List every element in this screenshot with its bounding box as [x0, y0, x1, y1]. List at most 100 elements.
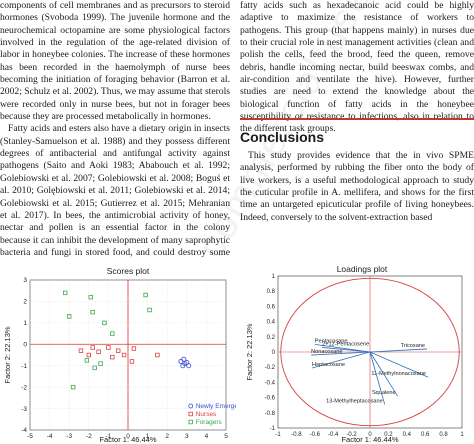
vector-label: 13-Methylheptacosane [326, 398, 383, 404]
y-tick-label: 2 [23, 299, 27, 306]
scores-point [86, 352, 91, 358]
paragraph: Fatty acids and esters also have a dieta… [0, 123, 230, 270]
x-tick-label: 1 [460, 432, 464, 438]
y-tick-label: -0.6 [265, 396, 276, 402]
scores-plot: Scores plot -5 -4 -3 -2 -1 0 1 2 3 4 5-4-3-2-10123… [0, 258, 236, 444]
vector-label: 2+12-Pentacosene [322, 341, 369, 347]
vector-label: Squalene [372, 390, 396, 396]
scores-point [102, 320, 107, 326]
y-tick-label: -0.4 [265, 380, 276, 386]
scores-point [96, 349, 101, 354]
y-tick-label: -4 [21, 427, 27, 434]
y-tick-label: -1 [21, 363, 27, 370]
scores-point [67, 314, 72, 319]
loading-vector [369, 351, 398, 397]
vector-label: Tricosane [401, 343, 425, 349]
vector-label: Pentacosane [315, 338, 348, 344]
scores-point [186, 363, 192, 369]
paragraph: components of cell membranes and as prec… [0, 0, 230, 123]
scores-point [110, 331, 115, 336]
y-tick-label: 0.4 [267, 320, 276, 326]
x-tick-label: 4 [205, 433, 209, 440]
scores-point [181, 356, 187, 362]
y-tick-label: 1 [23, 320, 27, 327]
scores-point [98, 361, 103, 366]
x-tick-label: 0 [126, 433, 130, 440]
right-text-column: fatty acids such as hexadecanoic acid co… [240, 0, 474, 136]
scores-point [147, 307, 152, 313]
scores-point [129, 359, 135, 364]
left-text-column: components of cell membranes and as prec… [0, 0, 230, 272]
y-tick-label: -0.2 [265, 365, 276, 371]
y-tick-label: -3 [21, 406, 27, 413]
y-tick-label: -0.8 [265, 411, 276, 417]
x-tick-label: 0.6 [421, 432, 430, 438]
scores-point [88, 294, 93, 300]
section-rule [240, 118, 474, 120]
x-tick-label: 3 [185, 433, 189, 440]
legend-label: Foragers [196, 419, 223, 426]
x-tick-label: 5 [224, 433, 228, 440]
vector-label: Nonacosane [311, 349, 342, 355]
loading-vector [311, 351, 371, 356]
y-tick-label: -1 [270, 426, 276, 432]
y-tick-label: 0.6 [267, 304, 276, 310]
x-tick-label: 0 [368, 432, 372, 438]
loading-vector [322, 347, 371, 353]
scores-point [90, 345, 95, 350]
x-tick-label: -0.8 [291, 432, 302, 438]
scores-point [116, 348, 121, 353]
x-tick-label: -0.6 [310, 432, 321, 438]
x-tick-label: -0.2 [346, 432, 357, 438]
scores-point [121, 352, 127, 358]
scores-point [90, 309, 95, 315]
scores-plot-title: Scores plot [107, 266, 150, 276]
x-tick-label: 0.4 [403, 432, 412, 438]
scores-y-axis-label: Factor 2: 22.13% [3, 326, 12, 383]
loading-vector [369, 351, 386, 405]
y-tick-label: 0.8 [267, 289, 276, 295]
loadings-x-axis-label: Factor 1: 46.44% [341, 435, 398, 444]
section-title: Conclusions [240, 129, 325, 145]
x-tick-label: -5 [27, 433, 33, 440]
x-tick-label: -1 [275, 432, 281, 438]
x-tick-label: 2 [165, 433, 169, 440]
vector-label: 11-Methylnonacosane [371, 371, 426, 377]
scores-point [106, 345, 111, 350]
loadings-plot: Loadings plot -1 -0.8 -0.6 -0.4 -0.2 0 0.2 0.4 0… [240, 258, 474, 444]
legend-label: Nurses [196, 411, 217, 418]
y-tick-label: 1 [272, 274, 276, 280]
paragraph: fatty acids such as hexadecanoic acid co… [240, 0, 474, 135]
x-tick-label: -4 [47, 433, 53, 440]
loading-vector [369, 351, 429, 378]
scores-point [84, 358, 90, 363]
legend-marker [188, 403, 194, 409]
x-tick-label: -3 [66, 433, 72, 440]
scores-point [155, 352, 160, 358]
loading-vector [311, 351, 371, 369]
paragraph: This study provides evidence that the in… [240, 150, 474, 223]
loadings-plot-title: Loadings plot [337, 264, 388, 274]
x-tick-label: 0.2 [384, 432, 393, 438]
x-tick-label: -0.4 [328, 432, 339, 438]
x-tick-label: 1 [146, 433, 150, 440]
scores-point [143, 292, 148, 298]
legend-marker [188, 411, 193, 417]
legend-marker [188, 419, 193, 425]
conclusion-text: This study provides evidence that the in… [240, 150, 474, 224]
y-tick-label: 0 [23, 341, 27, 348]
loading-vector [369, 348, 428, 353]
legend-label: Newly Emerged [196, 403, 236, 410]
y-tick-label: -2 [21, 384, 27, 391]
vector-label: Heptacosane [312, 362, 345, 368]
x-tick-label: 0.8 [439, 432, 448, 438]
scores-point [63, 290, 68, 296]
y-tick-label: 3 [23, 277, 27, 284]
y-tick-label: 0 [272, 350, 276, 356]
scores-point [110, 354, 115, 360]
scores-point [70, 384, 76, 390]
x-tick-label: -1 [106, 433, 112, 440]
loadings-y-axis-label: Factor 2: 22.13% [245, 323, 254, 380]
scores-point [92, 365, 97, 371]
scores-point [131, 346, 137, 351]
